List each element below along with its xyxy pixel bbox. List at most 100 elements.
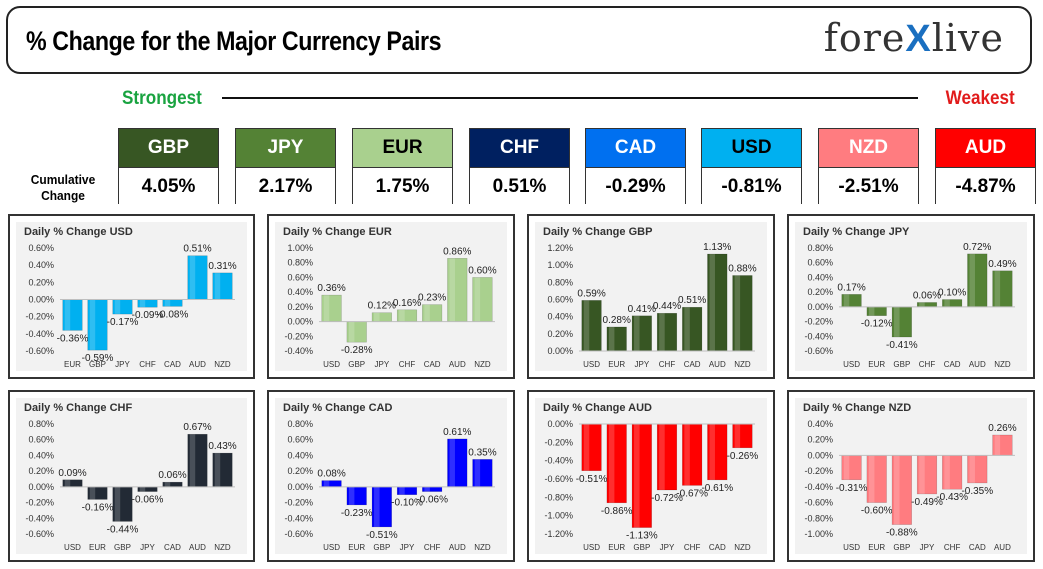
data-label: -0.35%	[961, 486, 993, 497]
bar-highlight	[139, 486, 146, 492]
bar-highlight	[164, 482, 171, 487]
bar-highlight	[114, 486, 121, 522]
data-label: 0.12%	[368, 301, 396, 312]
y-tick-label: 0.60%	[547, 295, 573, 305]
chart-background	[16, 398, 247, 554]
x-tick-label: EUR	[868, 543, 885, 552]
bar-group	[631, 423, 652, 528]
x-tick-label: GBP	[114, 543, 131, 552]
y-tick-label: -0.80%	[804, 513, 833, 523]
data-label: -0.28%	[341, 345, 373, 356]
x-tick-label: NZD	[214, 360, 231, 369]
cumulative-value: -0.81%	[702, 168, 801, 205]
currency-box-eur: EUR 1.75%	[352, 128, 453, 205]
x-tick-label: AUD	[994, 543, 1011, 552]
bar-highlight	[374, 486, 380, 527]
data-label: 0.09%	[58, 468, 86, 479]
x-tick-label: EUR	[348, 543, 365, 552]
cumulative-value: 0.51%	[470, 168, 569, 205]
data-label: -0.23%	[341, 508, 373, 519]
x-tick-label: NZD	[734, 543, 751, 552]
y-tick-label: 0.20%	[287, 302, 313, 312]
chart-title: Daily % Change AUD	[543, 402, 653, 414]
data-label: 0.28%	[603, 315, 631, 326]
bar-highlight	[323, 295, 330, 322]
chart-panel-nzd: Daily % Change NZD 0.40% 0.20% 0.00% -0.20% -…	[787, 390, 1035, 562]
bar-highlight	[348, 486, 355, 505]
bar-chart: 1.00% 0.80% 0.60% 0.40% 0.20% 0.00% -0.20% -0.4…	[284, 243, 496, 369]
y-tick-label: 0.00%	[28, 482, 54, 492]
data-label: -0.06%	[416, 495, 448, 506]
x-tick-label: JPY	[660, 543, 675, 552]
x-tick-label: CHF	[944, 543, 961, 552]
currency-box-gbp: GBP 4.05%	[118, 128, 219, 205]
data-label: 0.51%	[183, 244, 211, 255]
bar-highlight	[894, 306, 900, 338]
data-label: -0.60%	[861, 506, 893, 517]
bar-group	[371, 312, 392, 322]
bar-group	[396, 309, 418, 322]
data-label: -0.12%	[861, 319, 893, 330]
bar-group	[371, 486, 392, 528]
y-tick-label: -0.40%	[284, 513, 313, 523]
currency-box-jpy: JPY 2.17%	[235, 128, 336, 205]
bar-highlight	[634, 424, 640, 528]
bar-group	[916, 302, 938, 308]
y-tick-label: 0.20%	[807, 435, 833, 445]
chart-title: Daily % Change JPY	[803, 226, 910, 238]
cumulative-value: 1.75%	[353, 168, 452, 205]
y-tick-label: 0.00%	[28, 295, 54, 305]
bar-highlight	[214, 453, 221, 487]
bar-highlight	[474, 277, 481, 322]
data-label: -1.13%	[626, 531, 658, 542]
data-label: -0.17%	[107, 317, 139, 328]
bar-group	[732, 275, 753, 352]
y-tick-label: -0.60%	[25, 529, 54, 539]
chart-title: Daily % Change CHF	[24, 402, 133, 414]
bar-group	[187, 255, 208, 300]
bar-highlight	[64, 479, 71, 487]
data-label: -0.51%	[576, 474, 608, 485]
bar-group	[707, 423, 728, 481]
bar-highlight	[919, 302, 925, 307]
bar-highlight	[969, 455, 975, 483]
x-tick-label: EUR	[608, 543, 625, 552]
bar-group	[992, 270, 1013, 308]
data-label: 0.06%	[913, 290, 941, 301]
bar-group	[346, 321, 367, 343]
x-tick-label: JPY	[635, 360, 650, 369]
y-tick-label: 0.80%	[807, 243, 833, 253]
y-tick-label: 0.80%	[287, 258, 313, 268]
data-label: 0.86%	[443, 246, 471, 257]
bar-group	[137, 299, 158, 308]
x-tick-label: NZD	[994, 360, 1011, 369]
bar-highlight	[843, 455, 850, 480]
cumulative-value: 4.05%	[119, 168, 218, 205]
y-tick-label: 0.40%	[807, 419, 833, 429]
y-tick-label: 0.80%	[28, 419, 54, 429]
x-tick-label: NZD	[214, 543, 231, 552]
chart-background	[275, 398, 507, 554]
y-tick-label: -0.40%	[284, 346, 313, 356]
bar-group	[581, 423, 602, 471]
y-tick-label: 0.40%	[547, 312, 573, 322]
y-tick-label: 0.00%	[807, 302, 833, 312]
y-tick-label: 1.00%	[287, 243, 313, 253]
cumulative-value: -4.87%	[936, 168, 1035, 205]
x-tick-label: CAD	[969, 543, 986, 552]
currency-box-nzd: NZD -2.51%	[818, 128, 919, 205]
x-tick-label: CHF	[139, 360, 156, 369]
y-tick-label: -0.20%	[544, 437, 573, 447]
currency-box-usd: USD -0.81%	[701, 128, 802, 205]
y-tick-label: -0.60%	[804, 498, 833, 508]
currency-box-aud: AUD -4.87%	[935, 128, 1036, 205]
data-label: -0.09%	[132, 310, 164, 321]
data-label: 0.49%	[988, 259, 1016, 270]
bar-highlight	[944, 299, 950, 307]
x-tick-label: USD	[583, 543, 600, 552]
y-tick-label: -0.20%	[284, 498, 313, 508]
x-tick-label: USD	[843, 360, 860, 369]
y-tick-label: 0.60%	[807, 258, 833, 268]
x-tick-label: USD	[323, 543, 340, 552]
bar-group	[581, 300, 602, 352]
